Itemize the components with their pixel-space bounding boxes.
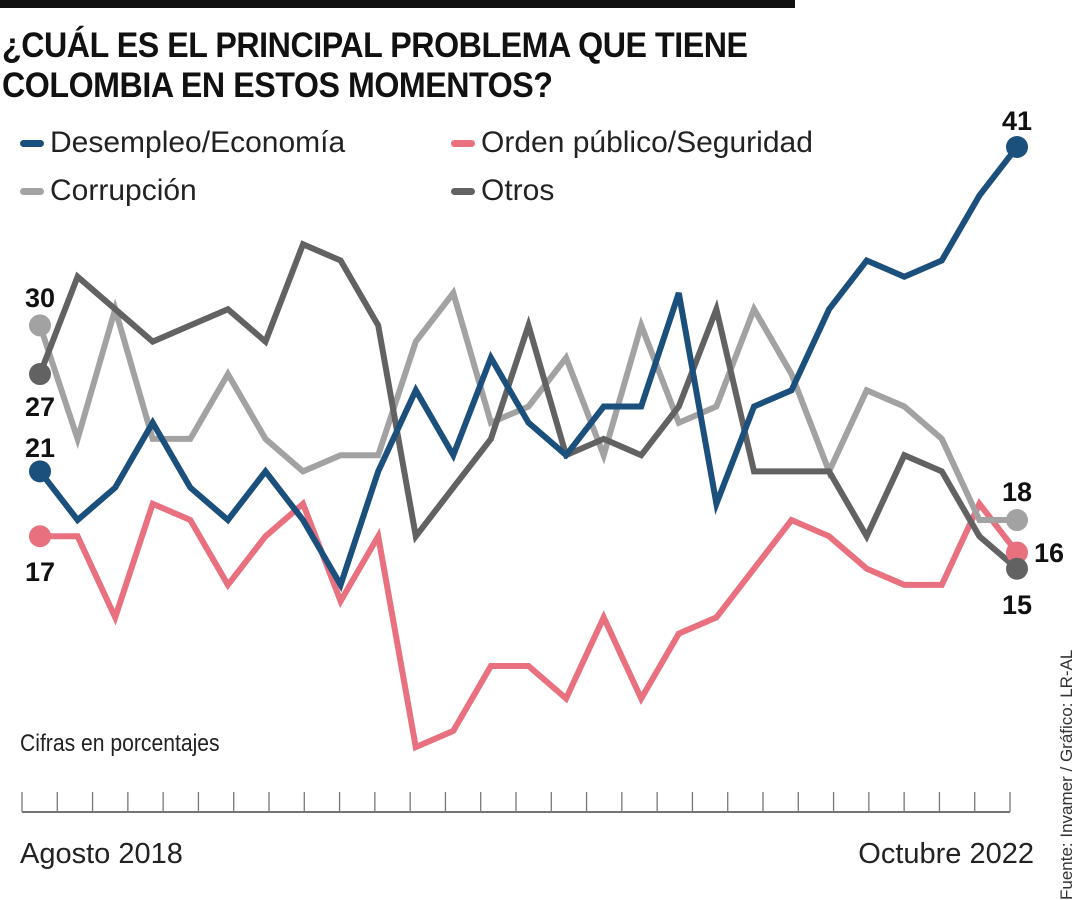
legend-swatch-corrupcion: [20, 187, 44, 195]
end-point-desempleo: [1006, 135, 1028, 158]
start-label-desempleo: 21: [25, 433, 55, 463]
series-line-otros: [37, 240, 1019, 571]
start-label-corrupcion: 30: [25, 283, 55, 313]
legend-label-orden-publico: Orden público/Seguridad: [481, 126, 813, 159]
legend-item-desempleo: Desempleo/Economía: [20, 126, 345, 160]
title-line-2: COLOMBIA EN ESTOS MOMENTOS?: [2, 66, 553, 105]
legend-item-orden-publico: Orden público/Seguridad: [451, 126, 813, 160]
title-line-1: ¿CUÁL ES EL PRINCIPAL PROBLEMA QUE TIENE: [2, 26, 748, 65]
start-point-corrupcion: [29, 314, 51, 337]
start-point-otros: [29, 363, 51, 386]
start-label-orden-publico: 17: [25, 557, 55, 587]
x-end-label: Octubre 2022: [858, 838, 1034, 870]
legend-item-otros: Otros: [451, 174, 554, 208]
end-point-corrupcion: [1006, 509, 1028, 532]
chart-title: ¿CUÁL ES EL PRINCIPAL PROBLEMA QUE TIENE…: [2, 26, 748, 106]
end-point-otros: [1006, 557, 1028, 580]
source-credit: Fuente: Invamer / Gráfico: LR-AL: [1057, 649, 1076, 900]
legend-item-corrupcion: Corrupción: [20, 174, 197, 208]
end-point-orden-publico: [1006, 541, 1028, 564]
legend-swatch-orden-publico: [451, 139, 475, 147]
start-point-orden-publico: [29, 525, 51, 548]
legend-label-otros: Otros: [481, 174, 555, 207]
series-line-corrupcion: [37, 286, 1017, 523]
series-line-desempleo: [37, 145, 1020, 593]
x-start-label: Agosto 2018: [20, 838, 183, 870]
end-label-desempleo: 41: [1002, 106, 1032, 136]
series-line-orden-publico: [40, 498, 1020, 752]
legend-label-corrupcion: Corrupción: [50, 174, 197, 207]
top-rule: [0, 0, 795, 8]
legend-swatch-desempleo: [20, 139, 44, 147]
end-label-orden-publico: 16: [1034, 538, 1064, 568]
units-note: Cifras en porcentajes: [20, 730, 220, 757]
start-label-otros: 27: [25, 392, 55, 422]
end-label-corrupcion: 18: [1002, 477, 1032, 507]
legend-swatch-otros: [451, 187, 475, 195]
start-point-desempleo: [29, 460, 51, 483]
end-label-otros: 15: [1002, 590, 1032, 620]
legend-label-desempleo: Desempleo/Economía: [50, 126, 346, 159]
